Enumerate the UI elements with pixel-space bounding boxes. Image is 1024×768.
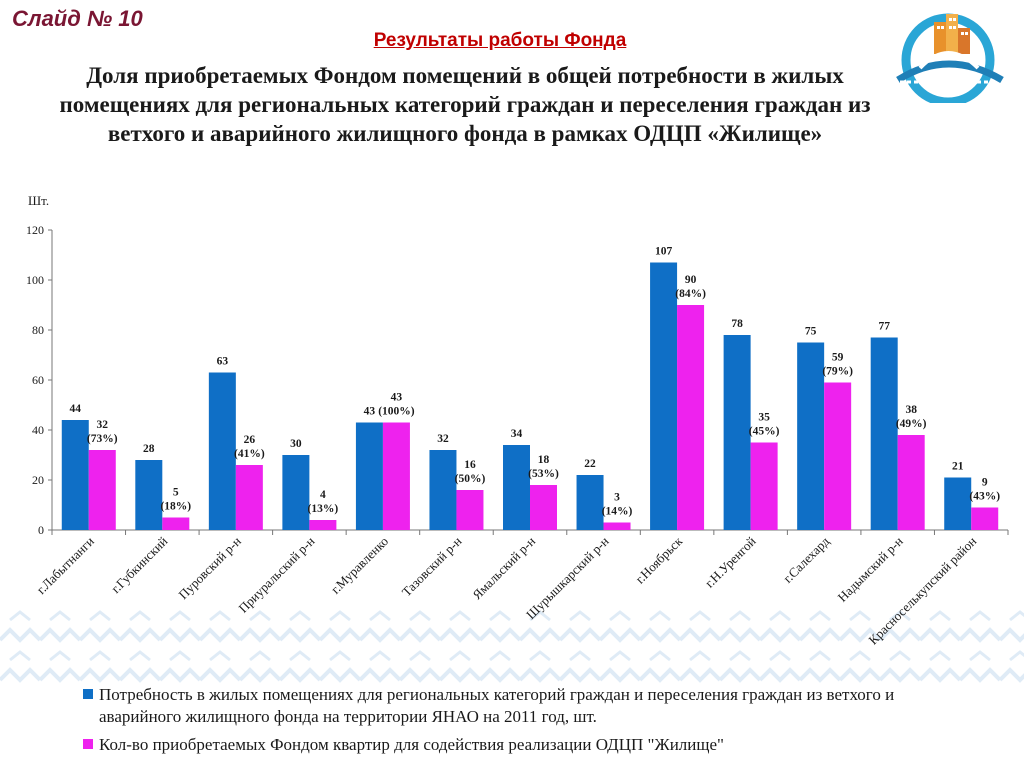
bar-series-1 xyxy=(429,450,457,530)
data-label-series-2: 5 (18%) xyxy=(160,487,191,513)
bar-series-2 xyxy=(88,450,116,530)
data-label-series-2: 4 (13%) xyxy=(308,489,339,515)
slide-subtitle: Результаты работы Фонда xyxy=(373,30,627,51)
bar-series-2 xyxy=(603,522,631,530)
bar-series-2 xyxy=(677,305,705,530)
x-tick-label: Пуровский р-н xyxy=(175,533,244,602)
data-label-series-2: 32 (73%) xyxy=(87,419,118,445)
x-tick-label: Приуральский р-н xyxy=(235,533,317,615)
data-label-series-2: 16 (50%) xyxy=(455,459,486,485)
bar-series-2 xyxy=(309,520,337,530)
x-tick-label: г.Ноябрьск xyxy=(632,533,685,586)
x-tick-label: г.Муравленко xyxy=(328,534,391,597)
legend-item-need: Потребность в жилых помещениях для регио… xyxy=(75,684,975,728)
data-label-series-1: 43 xyxy=(364,406,376,418)
y-tick-label: 60 xyxy=(32,373,44,387)
bar-series-1 xyxy=(944,477,972,530)
y-tick-label: 120 xyxy=(26,223,44,237)
data-label-series-2: 43 (100%) xyxy=(378,392,415,418)
data-label-series-1: 32 xyxy=(437,433,449,445)
x-tick-label: г.Губкинский xyxy=(108,533,170,595)
ornament-pattern xyxy=(0,610,1024,690)
bar-series-2 xyxy=(162,517,190,530)
data-label-series-2: 9 (43%) xyxy=(969,477,1000,503)
y-tick-label: 80 xyxy=(32,323,44,337)
legend-swatch-need xyxy=(83,689,93,699)
x-tick-label: Шурышкарский р-н xyxy=(523,533,612,622)
x-tick-label: г.Н.Уренгой xyxy=(702,533,759,590)
data-label-series-1: 44 xyxy=(70,403,82,415)
bar-series-2 xyxy=(235,465,263,530)
data-label-series-1: 77 xyxy=(878,321,890,333)
data-label-series-1: 28 xyxy=(143,443,155,455)
legend-swatch-acquired xyxy=(83,739,93,750)
x-tick-label: г.Салехард xyxy=(780,533,832,585)
bar-series-1 xyxy=(797,342,825,530)
bar-series-2 xyxy=(971,507,999,530)
data-label-series-1: 22 xyxy=(584,458,596,470)
bar-series-1 xyxy=(576,475,604,530)
bar-series-2 xyxy=(382,422,410,530)
logo-house-bridge-icon xyxy=(896,13,1004,103)
x-tick-label: Тазовский р-н xyxy=(399,533,465,599)
x-tick-label: г.Лабытнанги xyxy=(33,533,96,596)
data-label-series-1: 107 xyxy=(655,246,673,258)
data-label-series-1: 34 xyxy=(511,428,523,440)
bar-series-2 xyxy=(824,382,852,530)
slide-number: Слайд № 10 xyxy=(12,6,143,31)
bar-series-1 xyxy=(723,335,751,530)
bar-series-1 xyxy=(208,372,236,530)
y-tick-label: 20 xyxy=(32,473,44,487)
bar-series-2 xyxy=(750,442,778,530)
data-label-series-2: 35 (45%) xyxy=(749,412,780,438)
bar-series-2 xyxy=(897,435,925,530)
bar-series-1 xyxy=(870,337,898,530)
data-label-series-1: 75 xyxy=(805,326,817,338)
y-tick-label: 100 xyxy=(26,273,44,287)
data-label-series-2: 18 (53%) xyxy=(528,454,559,480)
data-label-series-2: 3 (14%) xyxy=(602,492,633,518)
legend-label-acquired: Кол-во приобретаемых Фондом квартир для … xyxy=(99,735,724,755)
data-label-series-1: 78 xyxy=(731,318,743,330)
y-axis-label: Шт. xyxy=(28,193,49,208)
bar-series-1 xyxy=(282,455,310,530)
y-tick-label: 0 xyxy=(38,523,44,537)
bar-series-2 xyxy=(456,490,484,530)
bar-series-1 xyxy=(61,420,89,530)
legend-item-acquired: Кол-во приобретаемых Фондом квартир для … xyxy=(75,734,975,756)
slide-title: Доля приобретаемых Фондом помещений в об… xyxy=(59,63,871,146)
data-label-series-2: 59 (79%) xyxy=(822,352,853,378)
data-label-series-1: 63 xyxy=(217,356,229,368)
bar-series-1 xyxy=(135,460,163,530)
legend-label-need: Потребность в жилых помещениях для регио… xyxy=(99,685,895,727)
data-label-series-2: 26 (41%) xyxy=(234,434,265,460)
bar-series-2 xyxy=(530,485,557,530)
x-tick-label: Надымский р-н xyxy=(835,533,906,604)
bar-series-1 xyxy=(503,445,530,530)
chart-legend: Потребность в жилых помещениях для регио… xyxy=(75,684,975,762)
x-tick-label: Ямальский р-н xyxy=(469,533,538,602)
bar-chart: Шт. 0 20 40 60 80 100 120 44 32 (73%) г.Лабытнанги… xyxy=(26,193,1009,647)
y-tick-label: 40 xyxy=(32,423,44,437)
data-label-series-1: 21 xyxy=(952,461,964,473)
bar-series-1 xyxy=(650,262,678,530)
bar-series-1 xyxy=(355,422,383,530)
data-label-series-2: 38 (49%) xyxy=(896,404,927,430)
data-label-series-2: 90 (84%) xyxy=(675,274,706,300)
data-label-series-1: 30 xyxy=(290,438,302,450)
